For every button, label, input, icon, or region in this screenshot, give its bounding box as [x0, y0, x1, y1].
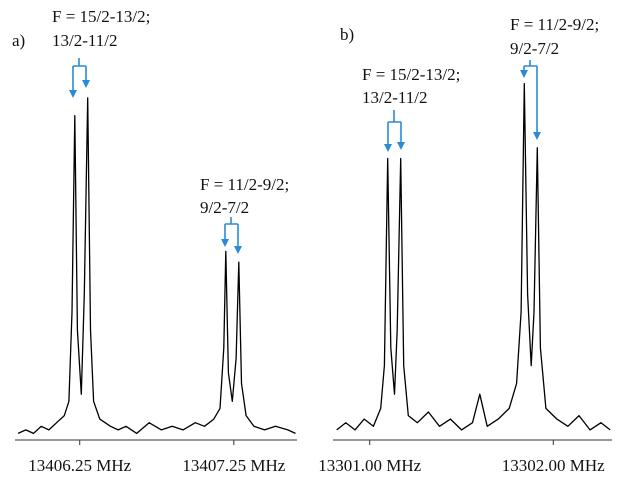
annotation: 9/2-7/2	[510, 39, 559, 58]
x-tick-label: 13302.00 MHz	[502, 456, 605, 475]
panel-label: b)	[340, 25, 354, 44]
panel-label: a)	[12, 31, 25, 50]
x-tick-label: 13301.00 MHz	[318, 456, 421, 475]
annotation: F = 15/2-13/2;	[362, 65, 460, 84]
annotation: 9/2-7/2	[200, 198, 249, 217]
arrows	[69, 58, 541, 254]
annotation: 13/2-11/2	[362, 88, 427, 107]
annotation: 13/2-11/2	[52, 31, 117, 50]
x-tick-label: 13406.25 MHz	[28, 456, 131, 475]
x-tick-label: 13407.25 MHz	[182, 456, 285, 475]
annotation: F = 11/2-9/2;	[200, 175, 289, 194]
spectrum-line	[17, 97, 296, 435]
annotation: F = 15/2-13/2;	[52, 7, 150, 26]
spectrum-line	[336, 82, 611, 431]
annotation: F = 11/2-9/2;	[510, 15, 599, 34]
